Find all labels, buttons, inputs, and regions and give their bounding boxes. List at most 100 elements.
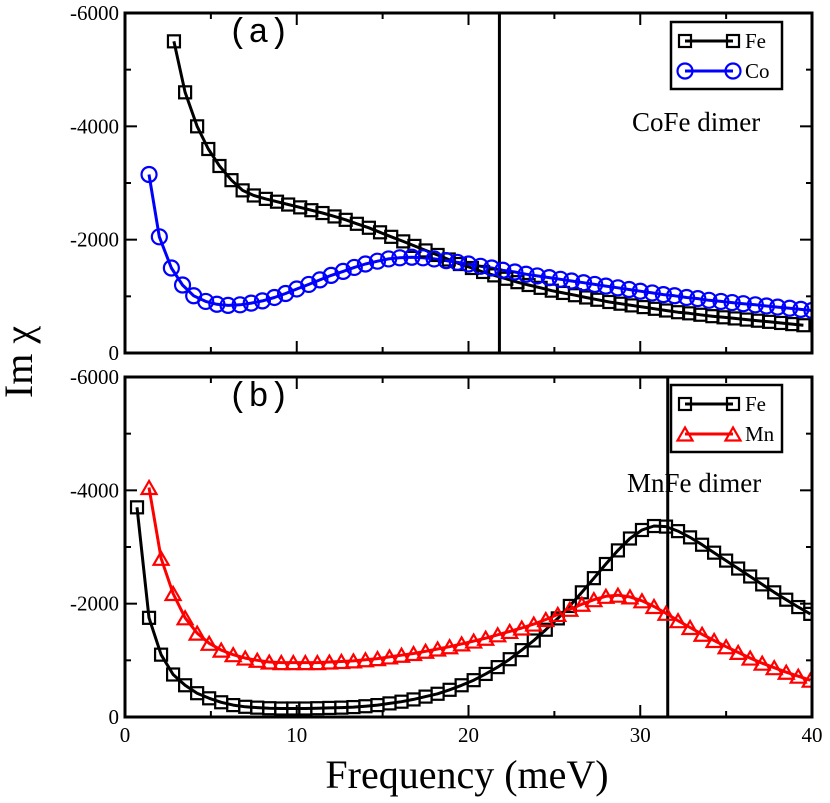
data-point-fe bbox=[178, 85, 193, 100]
data-point-co bbox=[803, 301, 812, 320]
data-point-mn bbox=[776, 663, 796, 680]
data-point-mn bbox=[716, 638, 736, 655]
data-point-co bbox=[380, 250, 398, 268]
data-point-co bbox=[562, 272, 581, 290]
data-point-co bbox=[734, 295, 752, 313]
data-point-co bbox=[448, 253, 466, 271]
data-point-fe bbox=[743, 569, 758, 584]
data-point-fe bbox=[526, 633, 541, 648]
data-point-mn bbox=[332, 652, 351, 670]
data-point-mn bbox=[728, 643, 748, 661]
data-point-co bbox=[678, 288, 696, 307]
data-point-mn bbox=[464, 632, 484, 649]
y-tick-label: -2000 bbox=[70, 592, 119, 616]
data-point-co bbox=[140, 165, 158, 184]
data-point-co bbox=[173, 276, 192, 294]
data-point-co bbox=[631, 282, 649, 300]
data-point-co bbox=[781, 299, 799, 317]
data-point-fe bbox=[502, 652, 517, 667]
data-point-fe bbox=[562, 598, 577, 614]
legend-marker-fe bbox=[725, 33, 741, 49]
data-point-mn bbox=[380, 648, 399, 665]
series-line-fe bbox=[135, 507, 812, 710]
data-point-co bbox=[712, 292, 730, 311]
data-point-fe bbox=[224, 173, 239, 188]
data-layer bbox=[140, 13, 812, 353]
legend-marker-fe bbox=[725, 396, 741, 412]
x-axis-title: Frequency (meV) bbox=[325, 752, 608, 797]
y-axis-title: Im χ bbox=[0, 326, 41, 398]
data-point-mn bbox=[692, 625, 712, 642]
data-point-fe bbox=[490, 660, 505, 675]
y-tick-label: -6000 bbox=[70, 1, 119, 25]
data-point-fe bbox=[586, 571, 601, 586]
data-point-mn bbox=[704, 631, 724, 649]
legend-marker-mn bbox=[675, 425, 695, 442]
data-point-fe bbox=[141, 610, 157, 625]
data-point-co bbox=[459, 255, 478, 273]
data-point-co bbox=[700, 291, 718, 309]
legend-marker-co bbox=[676, 62, 694, 80]
data-point-mn bbox=[428, 640, 447, 657]
y-tick-label: -4000 bbox=[70, 478, 119, 502]
data-point-mn bbox=[620, 588, 640, 605]
data-point-co bbox=[356, 255, 375, 273]
data-point-co bbox=[414, 249, 432, 267]
data-point-co bbox=[769, 298, 787, 316]
x-tick-label: 0 bbox=[120, 723, 131, 747]
data-point-mn bbox=[416, 642, 435, 659]
data-point-co bbox=[746, 296, 764, 314]
data-point-mn bbox=[319, 653, 339, 670]
data-point-fe bbox=[682, 530, 698, 545]
data-point-co bbox=[242, 294, 260, 312]
data-point-mn bbox=[656, 604, 676, 621]
legend: Fe Co bbox=[669, 20, 784, 91]
data-point-mn bbox=[440, 638, 460, 655]
data-point-mn bbox=[139, 478, 159, 496]
data-point-fe bbox=[767, 585, 782, 600]
panel-annotation: CoFe dimer bbox=[632, 107, 760, 137]
data-point-mn bbox=[764, 658, 784, 676]
data-point-mn bbox=[536, 610, 556, 628]
legend-label-fe: Fe bbox=[745, 29, 766, 53]
data-point-fe bbox=[178, 678, 193, 693]
data-point-co bbox=[311, 271, 329, 289]
data-point-co bbox=[620, 280, 638, 299]
y-tick-label: 0 bbox=[109, 705, 120, 729]
data-point-co bbox=[757, 297, 776, 315]
data-point-mn bbox=[163, 584, 183, 602]
data-point-mn bbox=[187, 624, 207, 641]
data-point-fe bbox=[779, 592, 794, 607]
data-point-fe bbox=[755, 577, 770, 592]
data-point-co bbox=[609, 279, 627, 297]
data-point-fe bbox=[803, 606, 812, 621]
data-point-fe bbox=[610, 543, 626, 558]
panel-a: 0 -2000 -4000 -6000 (a) CoFe dimer Fe Co bbox=[70, 1, 814, 365]
data-point-mn bbox=[752, 654, 772, 671]
data-point-mn bbox=[560, 600, 580, 617]
legend-marker-co bbox=[724, 62, 742, 80]
panel-label: (a) bbox=[228, 15, 289, 53]
data-point-co bbox=[494, 261, 512, 279]
data-point-mn bbox=[356, 651, 375, 668]
data-point-mn bbox=[596, 587, 616, 604]
data-point-mn bbox=[632, 592, 652, 609]
y-tick-label: -4000 bbox=[70, 114, 119, 138]
data-point-mn bbox=[476, 629, 496, 646]
data-point-mn bbox=[211, 641, 231, 658]
data-point-co bbox=[665, 287, 684, 305]
data-point-mn bbox=[548, 605, 568, 623]
data-point-co bbox=[300, 275, 318, 294]
data-point-mn bbox=[199, 634, 219, 651]
y-tick-label: 0 bbox=[109, 341, 120, 365]
data-point-mn bbox=[512, 619, 532, 636]
data-point-mn bbox=[668, 611, 688, 629]
data-point-co bbox=[643, 284, 661, 302]
data-point-co bbox=[689, 290, 707, 308]
data-point-co bbox=[162, 259, 180, 277]
y-tick-label: -2000 bbox=[70, 228, 119, 252]
data-point-fe bbox=[796, 318, 811, 333]
data-point-mn bbox=[307, 653, 327, 671]
data-point-mn bbox=[572, 595, 592, 612]
data-point-co bbox=[231, 296, 249, 314]
